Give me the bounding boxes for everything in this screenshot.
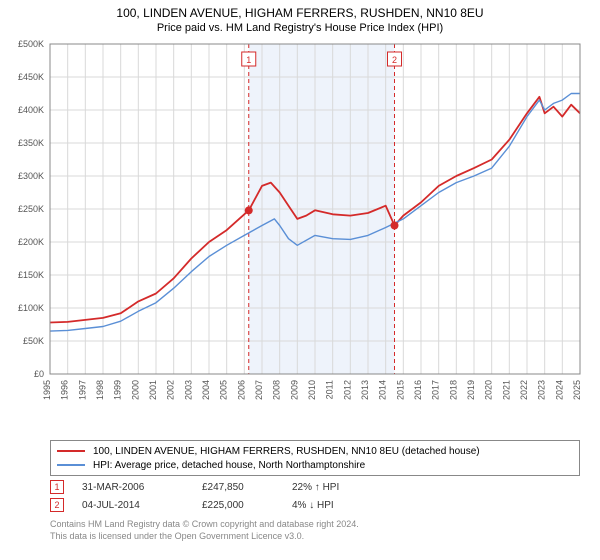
svg-text:2008: 2008 <box>272 380 282 400</box>
svg-text:£400K: £400K <box>18 105 44 115</box>
svg-text:£450K: £450K <box>18 72 44 82</box>
svg-text:2017: 2017 <box>431 380 441 400</box>
svg-text:2006: 2006 <box>236 380 246 400</box>
svg-text:2024: 2024 <box>554 380 564 400</box>
svg-text:£100K: £100K <box>18 303 44 313</box>
sale-events: 1 31-MAR-2006 £247,850 22% ↑ HPI 2 04-JU… <box>50 478 382 514</box>
svg-text:2009: 2009 <box>289 380 299 400</box>
svg-text:2020: 2020 <box>484 380 494 400</box>
sale-badge-1: 1 <box>50 480 64 494</box>
svg-text:2022: 2022 <box>519 380 529 400</box>
chart-title-block: 100, LINDEN AVENUE, HIGHAM FERRERS, RUSH… <box>0 0 600 34</box>
svg-text:1999: 1999 <box>113 380 123 400</box>
svg-text:2014: 2014 <box>378 380 388 400</box>
sale-row-1: 1 31-MAR-2006 £247,850 22% ↑ HPI <box>50 478 382 496</box>
svg-text:£350K: £350K <box>18 138 44 148</box>
svg-text:2010: 2010 <box>307 380 317 400</box>
svg-text:£200K: £200K <box>18 237 44 247</box>
svg-text:1996: 1996 <box>60 380 70 400</box>
svg-text:2: 2 <box>392 55 397 65</box>
sale-diff-1: 22% ↑ HPI <box>292 482 382 493</box>
legend-row-property: 100, LINDEN AVENUE, HIGHAM FERRERS, RUSH… <box>57 444 573 458</box>
sale-date-1: 31-MAR-2006 <box>82 482 202 493</box>
svg-text:2023: 2023 <box>537 380 547 400</box>
svg-text:£50K: £50K <box>23 336 44 346</box>
sale-diff-2: 4% ↓ HPI <box>292 500 382 511</box>
svg-text:1998: 1998 <box>95 380 105 400</box>
legend-label-hpi: HPI: Average price, detached house, Nort… <box>93 460 365 471</box>
svg-text:£250K: £250K <box>18 204 44 214</box>
svg-text:2019: 2019 <box>466 380 476 400</box>
sale-row-2: 2 04-JUL-2014 £225,000 4% ↓ HPI <box>50 496 382 514</box>
legend-swatch-property <box>57 450 85 452</box>
svg-text:2018: 2018 <box>448 380 458 400</box>
svg-text:1: 1 <box>246 55 251 65</box>
svg-text:2002: 2002 <box>166 380 176 400</box>
svg-text:£300K: £300K <box>18 171 44 181</box>
sale-badge-2: 2 <box>50 498 64 512</box>
svg-text:1997: 1997 <box>77 380 87 400</box>
footer-line1: Contains HM Land Registry data © Crown c… <box>50 518 359 530</box>
svg-text:2025: 2025 <box>572 380 582 400</box>
svg-text:1995: 1995 <box>42 380 52 400</box>
svg-text:2011: 2011 <box>325 380 335 399</box>
svg-text:2007: 2007 <box>254 380 264 400</box>
svg-text:2005: 2005 <box>219 380 229 400</box>
sale-price-2: £225,000 <box>202 500 292 511</box>
chart-title-line1: 100, LINDEN AVENUE, HIGHAM FERRERS, RUSH… <box>0 6 600 20</box>
legend-label-property: 100, LINDEN AVENUE, HIGHAM FERRERS, RUSH… <box>93 446 480 457</box>
sale-date-2: 04-JUL-2014 <box>82 500 202 511</box>
svg-text:£0: £0 <box>34 369 44 379</box>
footer-attribution: Contains HM Land Registry data © Crown c… <box>50 518 359 542</box>
legend-box: 100, LINDEN AVENUE, HIGHAM FERRERS, RUSH… <box>50 440 580 476</box>
svg-text:2015: 2015 <box>395 380 405 400</box>
svg-text:2016: 2016 <box>413 380 423 400</box>
legend-row-hpi: HPI: Average price, detached house, Nort… <box>57 458 573 472</box>
svg-text:2013: 2013 <box>360 380 370 400</box>
svg-text:2000: 2000 <box>130 380 140 400</box>
svg-text:2012: 2012 <box>342 380 352 400</box>
svg-text:2001: 2001 <box>148 380 158 400</box>
svg-text:2003: 2003 <box>183 380 193 400</box>
sale-price-1: £247,850 <box>202 482 292 493</box>
svg-text:2021: 2021 <box>501 380 511 400</box>
chart-title-line2: Price paid vs. HM Land Registry's House … <box>0 22 600 34</box>
svg-text:£500K: £500K <box>18 39 44 49</box>
svg-text:2004: 2004 <box>201 380 211 400</box>
price-chart: 12£0£50K£100K£150K£200K£250K£300K£350K£4… <box>50 44 580 414</box>
legend-swatch-hpi <box>57 464 85 466</box>
svg-text:£150K: £150K <box>18 270 44 280</box>
footer-line2: This data is licensed under the Open Gov… <box>50 530 359 542</box>
